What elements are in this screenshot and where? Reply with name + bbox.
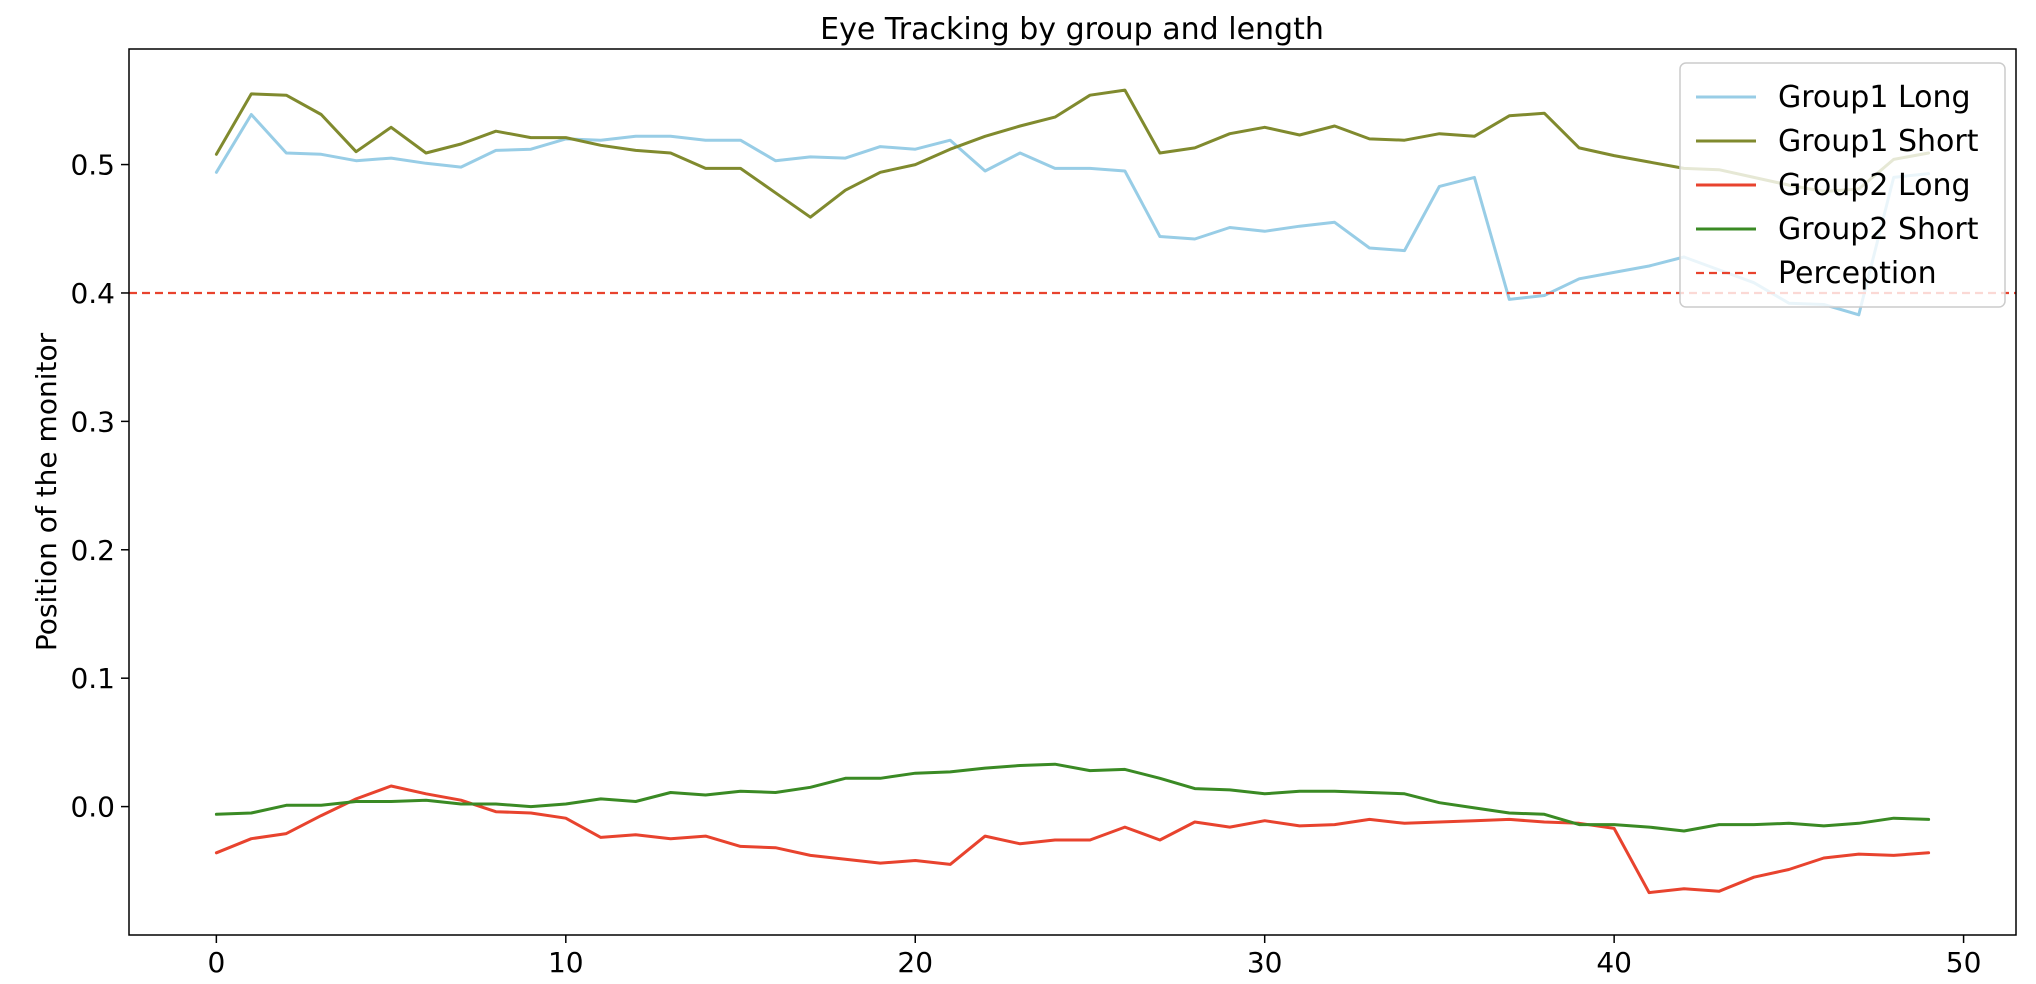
series-line-4	[214, 762, 1931, 833]
legend-label: Perception	[1778, 256, 1937, 291]
x-tick-label: 40	[1596, 946, 1632, 979]
legend-label: Group1 Short	[1778, 124, 1979, 159]
y-axis-title: Position of the monitor	[30, 332, 63, 651]
y-tick-label: 0.3	[70, 405, 115, 438]
y-tick-label: 0.0	[70, 791, 115, 824]
plot-lines	[129, 88, 2016, 895]
legend-label: Group1 Long	[1778, 80, 1971, 115]
legend-label: Group2 Short	[1778, 212, 1979, 247]
series-line-2	[214, 88, 1931, 219]
x-tick-label: 20	[897, 946, 933, 979]
x-tick-label: 30	[1247, 946, 1283, 979]
series-line-1	[214, 113, 1931, 317]
x-tick-label: 10	[548, 946, 584, 979]
x-axis: 0 10 20 30 40 50	[207, 935, 1981, 979]
y-tick-label: 0.1	[70, 662, 115, 695]
chart-title: Eye Tracking by group and length	[820, 12, 1324, 47]
plot-frame	[128, 48, 2017, 936]
legend-box	[1679, 62, 2006, 308]
series-line-3	[214, 784, 1931, 895]
legend-label: Group2 Long	[1778, 168, 1971, 203]
x-tick-label: 0	[207, 946, 225, 979]
x-tick-label: 50	[1946, 946, 1982, 979]
y-tick-label: 0.2	[70, 534, 115, 567]
y-tick-label: 0.4	[70, 277, 115, 310]
legend: Group1 Long Group1 Short Group2 Long Group2…	[1679, 62, 2006, 308]
y-axis: 0.0 0.1 0.2 0.3 0.4 0.5	[70, 149, 129, 824]
y-tick-label: 0.5	[70, 149, 115, 182]
